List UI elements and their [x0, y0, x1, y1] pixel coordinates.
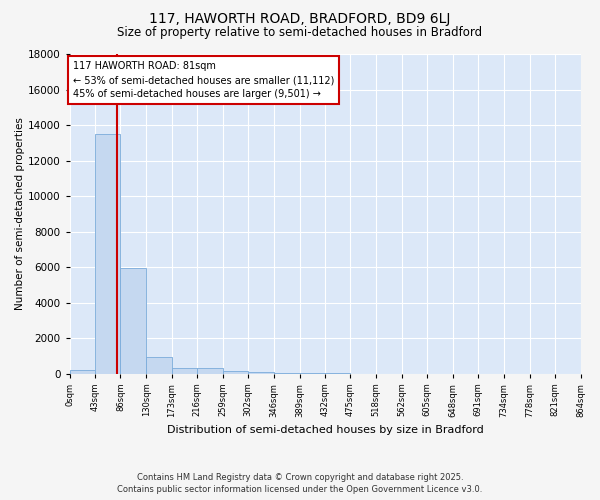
Bar [172, 368, 197, 374]
Text: 117, HAWORTH ROAD, BRADFORD, BD9 6LJ: 117, HAWORTH ROAD, BRADFORD, BD9 6LJ [149, 12, 451, 26]
Bar [223, 371, 248, 374]
Text: 117 HAWORTH ROAD: 81sqm
← 53% of semi-detached houses are smaller (11,112)
45% o: 117 HAWORTH ROAD: 81sqm ← 53% of semi-de… [73, 61, 334, 99]
Bar [95, 134, 121, 374]
Text: Size of property relative to semi-detached houses in Bradford: Size of property relative to semi-detach… [118, 26, 482, 39]
Bar [146, 357, 172, 374]
X-axis label: Distribution of semi-detached houses by size in Bradford: Distribution of semi-detached houses by … [167, 425, 484, 435]
Y-axis label: Number of semi-detached properties: Number of semi-detached properties [15, 118, 25, 310]
Bar [121, 268, 146, 374]
Bar [274, 373, 299, 374]
Bar [197, 368, 223, 374]
Bar [248, 372, 274, 374]
Text: Contains HM Land Registry data © Crown copyright and database right 2025.
Contai: Contains HM Land Registry data © Crown c… [118, 472, 482, 494]
Bar [70, 370, 95, 374]
